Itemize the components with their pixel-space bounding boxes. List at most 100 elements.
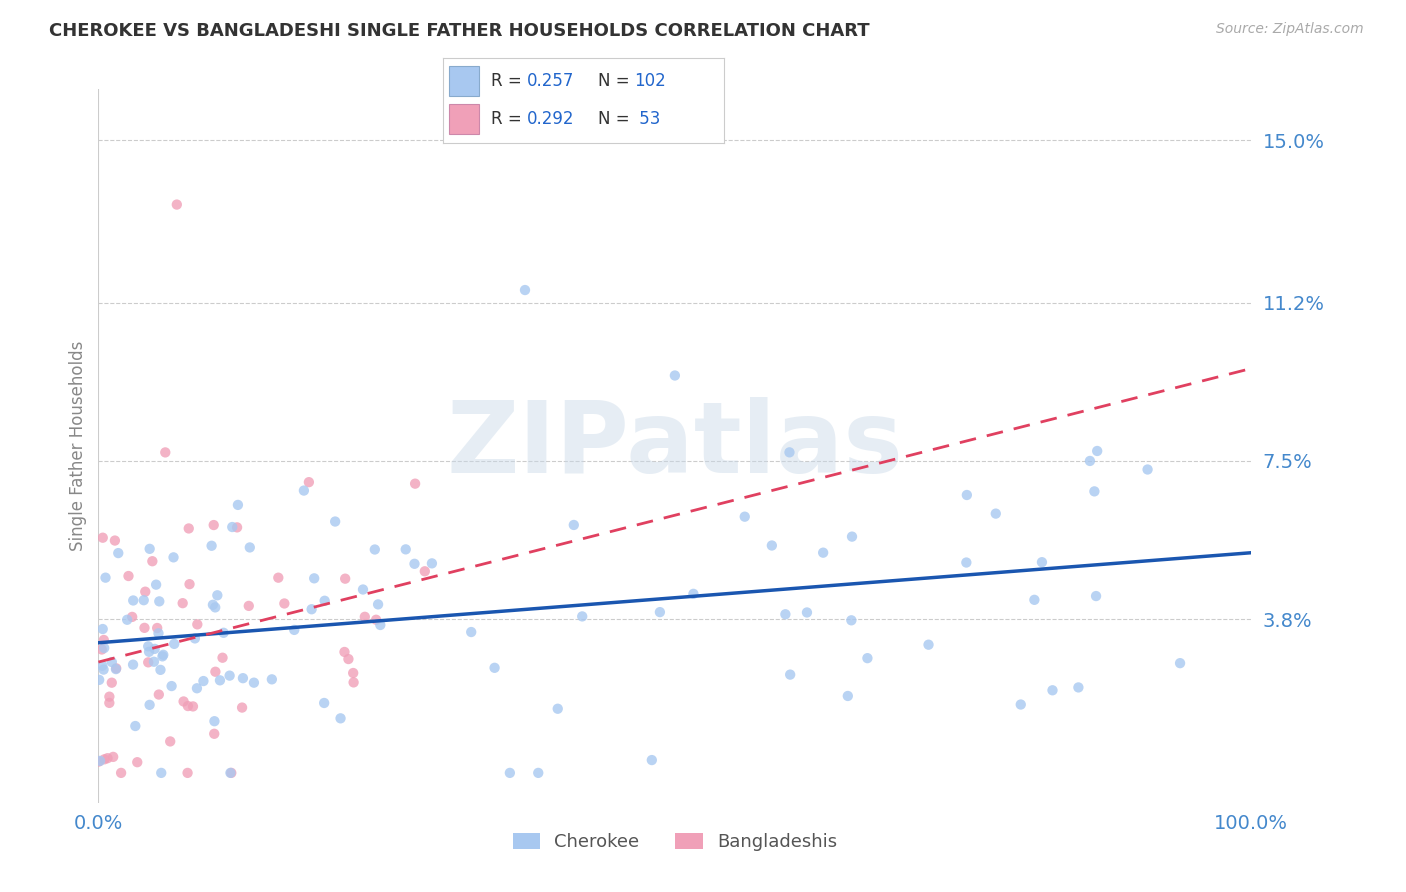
Point [149, 663, 172, 677]
Point [484, 661, 506, 675]
Point [238, 599, 260, 613]
Point [204, 600, 226, 615]
Text: N =: N = [598, 110, 634, 128]
Point [260, 673, 283, 687]
Point [955, 556, 977, 570]
Text: CHEROKEE VS BANGLADESHI SINGLE FATHER HOUSEHOLDS CORRELATION CHART: CHEROKEE VS BANGLADESHI SINGLE FATHER HO… [49, 22, 870, 40]
Point [1085, 444, 1108, 458]
Point [115, 613, 138, 627]
Point [93, 640, 115, 655]
Point [333, 645, 356, 659]
Point [420, 557, 443, 571]
Point [353, 609, 375, 624]
Point [366, 613, 388, 627]
Point [162, 550, 184, 565]
Point [201, 598, 224, 612]
Point [298, 475, 321, 490]
Point [1024, 592, 1046, 607]
Point [173, 694, 195, 708]
Point [150, 765, 173, 780]
Point [218, 668, 240, 682]
Point [138, 698, 160, 712]
Point [211, 650, 233, 665]
Point [98, 690, 121, 704]
Point [136, 656, 159, 670]
Point [98, 696, 121, 710]
Point [682, 587, 704, 601]
Point [91, 622, 114, 636]
Point [93, 663, 115, 677]
Point [283, 623, 305, 637]
Point [1042, 683, 1064, 698]
Point [132, 593, 155, 607]
Point [121, 610, 143, 624]
Point [172, 596, 194, 610]
Point [117, 569, 139, 583]
Point [1067, 681, 1090, 695]
Point [186, 617, 208, 632]
Point [87, 755, 110, 769]
Point [775, 607, 797, 622]
Point [124, 719, 146, 733]
Point [571, 609, 593, 624]
Point [134, 621, 156, 635]
Point [1078, 454, 1101, 468]
Point [1136, 462, 1159, 476]
Point [811, 546, 834, 560]
Point [179, 577, 201, 591]
Point [212, 625, 235, 640]
Point [105, 661, 128, 675]
Point [138, 645, 160, 659]
Point [413, 564, 436, 578]
Point [93, 632, 115, 647]
FancyBboxPatch shape [449, 103, 479, 134]
Point [202, 727, 225, 741]
Point [664, 368, 686, 383]
Point [94, 571, 117, 585]
Point [301, 602, 323, 616]
Text: 0.292: 0.292 [527, 110, 575, 128]
Point [352, 582, 374, 597]
Point [562, 518, 585, 533]
Text: R =: R = [491, 72, 527, 90]
Point [273, 597, 295, 611]
Point [231, 700, 253, 714]
Point [177, 699, 200, 714]
Point [527, 765, 550, 780]
Point [193, 674, 215, 689]
Point [152, 648, 174, 662]
Point [335, 572, 357, 586]
Point [221, 520, 243, 534]
Point [342, 675, 364, 690]
Point [143, 641, 166, 656]
Point [337, 652, 360, 666]
Point [122, 593, 145, 607]
FancyBboxPatch shape [449, 66, 479, 96]
Point [1083, 484, 1105, 499]
Point [90, 642, 112, 657]
Point [101, 655, 124, 669]
Point [142, 655, 165, 669]
Point [395, 542, 418, 557]
Point [101, 750, 124, 764]
Point [460, 625, 482, 640]
Point [226, 520, 249, 534]
Point [202, 518, 225, 533]
Point [96, 751, 118, 765]
Point [110, 765, 132, 780]
Text: Source: ZipAtlas.com: Source: ZipAtlas.com [1216, 22, 1364, 37]
Point [367, 598, 389, 612]
Point [152, 649, 174, 664]
Point [163, 637, 186, 651]
Point [239, 541, 262, 555]
Point [141, 554, 163, 568]
Point [138, 541, 160, 556]
Point [159, 734, 181, 748]
Point [184, 632, 207, 646]
Point [107, 546, 129, 560]
Point [513, 283, 536, 297]
Point [314, 696, 336, 710]
Point [148, 626, 170, 640]
Point [837, 689, 859, 703]
Point [779, 445, 801, 459]
